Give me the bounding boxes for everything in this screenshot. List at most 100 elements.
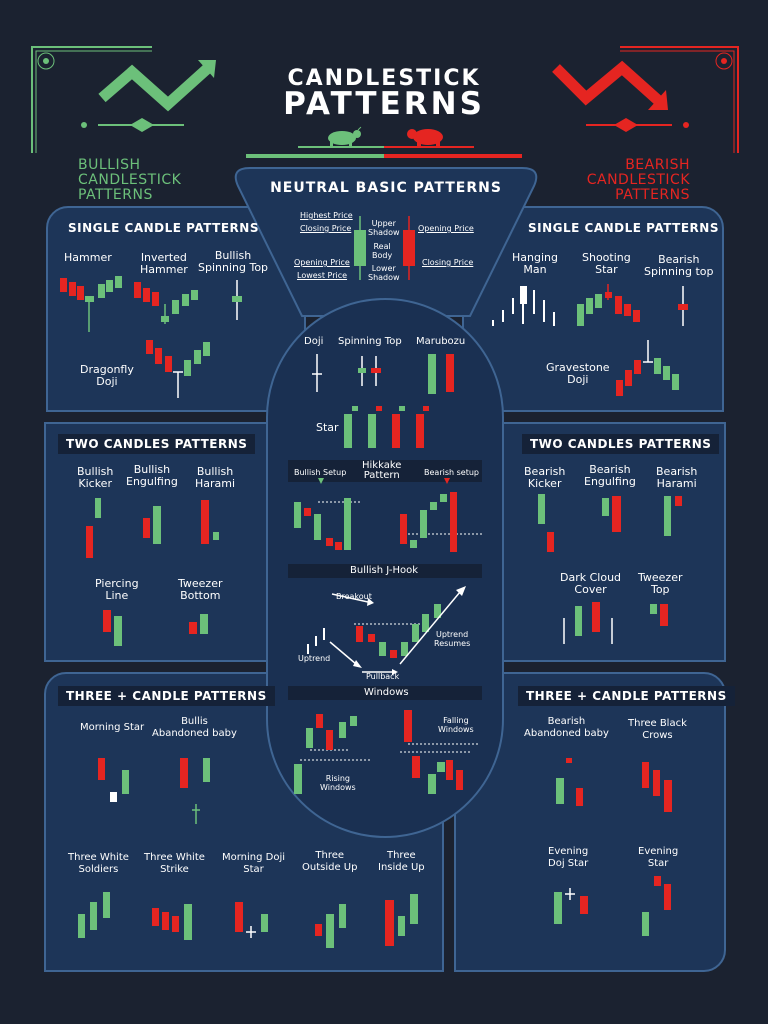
bullish-abandoned-baby-label: Bullis Abandoned baby <box>152 716 237 739</box>
opening-price-label-right: Opening Price <box>418 224 474 233</box>
morning-star-chart <box>98 758 129 802</box>
bearish-patterns-label: BEARISH CANDLESTICK PATTERNS <box>586 157 690 203</box>
star-chart <box>344 406 429 448</box>
bullish-corner-ornament <box>31 46 152 153</box>
bearish-spinning-top-label: Bearish Spinning top <box>644 253 714 278</box>
bullish-spinning-top-label: Bullish Spinning Top <box>198 249 269 274</box>
dragonfly-doji-label: Dragonfly Doji <box>80 363 134 388</box>
hikkake-title: Hikkake Pattern <box>362 460 402 481</box>
bullish-kicker-label: Bullish Kicker <box>77 465 114 490</box>
bull-bear-line-bottom-red <box>384 154 522 158</box>
bearish-engulfing-chart <box>602 496 621 532</box>
bullish-three-title: THREE + CANDLE PATTERNS <box>58 686 275 706</box>
shooting-star-label: Shooting Star <box>582 251 631 276</box>
falling-windows-chart <box>400 710 478 794</box>
breakout-label: Breakout <box>336 592 372 601</box>
tweezer-bottom-chart <box>189 614 208 634</box>
three-black-crows-label: Three Black Crows <box>628 718 687 741</box>
bearish-two-panel <box>500 422 726 662</box>
closing-price-label-left: Closing Price <box>300 224 352 233</box>
bearish-harami-chart <box>664 496 682 536</box>
closing-price-label-right: Closing Price <box>422 258 474 267</box>
three-outside-up-chart <box>315 904 346 948</box>
bullish-engulfing-chart <box>143 506 161 544</box>
bearish-harami-label: Bearish Harami <box>656 465 698 490</box>
three-white-strike-label: Three White Strike <box>144 852 205 875</box>
doji-label: Doji <box>304 336 324 347</box>
lower-shadow-label: Lower Shadow <box>368 264 400 282</box>
bull-bear-line-top <box>298 146 384 148</box>
bearish-kicker-label: Bearish Kicker <box>524 465 566 490</box>
real-body-label: Real Body <box>372 242 393 260</box>
three-inside-up-chart <box>385 894 418 946</box>
evening-doji-star-chart <box>554 888 588 924</box>
pullback-label: Pullback <box>366 672 400 681</box>
three-black-crows-chart <box>642 762 672 812</box>
bullish-harami-chart <box>201 500 219 544</box>
marubozu-label: Marubozu <box>416 336 466 347</box>
tweezer-bottom-label: Tweezer Bottom <box>178 577 223 602</box>
three-white-soldiers-chart <box>78 892 110 938</box>
bearish-engulfing-label: Bearish Engulfing <box>584 463 636 488</box>
rising-windows-chart <box>294 714 372 794</box>
title-line-2: PATTERNS <box>283 86 485 122</box>
shooting-star-chart <box>577 284 640 326</box>
jhook-chart <box>307 586 466 675</box>
morning-star-label: Morning Star <box>80 722 145 733</box>
uptrend-resumes-label: Uptrend Resumes <box>434 630 471 648</box>
gravestone-doji-label: Gravestone Doji <box>546 361 610 386</box>
bullish-divider-ornament <box>81 118 184 132</box>
three-inside-up-label: Three Inside Up <box>378 850 425 873</box>
gravestone-doji-chart <box>616 340 679 396</box>
windows-header-bar <box>288 686 482 700</box>
zigzag-up-arrow-icon <box>98 60 216 112</box>
three-outside-up-label: Three Outside Up <box>302 850 358 873</box>
jhook-title: Bullish J-Hook <box>350 565 419 576</box>
uptrend-label: Uptrend <box>298 654 331 663</box>
bullish-single-title: SINGLE CANDLE PATTERNS <box>68 221 259 235</box>
morning-doji-star-chart <box>235 902 268 938</box>
evening-star-label: Evening Star <box>638 846 679 869</box>
doji-chart <box>312 354 322 392</box>
zigzag-down-arrow-icon <box>552 60 668 110</box>
hanging-man-chart <box>492 286 555 326</box>
bearish-kicker-chart <box>538 494 554 552</box>
bearish-setup-label: Bearish setup <box>424 468 479 477</box>
title-line-1: CANDLESTICK <box>287 66 481 91</box>
evening-doji-star-label: Evening Doj Star <box>548 846 589 869</box>
bullish-harami-label: Bullish Harami <box>195 465 236 490</box>
dragonfly-doji-chart <box>146 340 210 398</box>
neutral-panel <box>234 167 538 317</box>
bearish-divider-ornament <box>586 118 689 132</box>
hammer-chart <box>60 276 122 332</box>
tweezer-top-label: Tweezer Top <box>638 571 683 596</box>
spinning-top-chart <box>358 356 381 386</box>
falling-windows-label: Falling Windows <box>438 716 474 734</box>
dark-cloud-cover-label: Dark Cloud Cover <box>560 571 622 596</box>
inverted-hammer-label: Inverted Hammer <box>140 251 188 276</box>
jhook-header-bar <box>288 564 482 578</box>
opening-price-label-left: Opening Price <box>294 258 350 267</box>
bull-icon <box>328 126 362 148</box>
bearish-single-title: SINGLE CANDLE PATTERNS <box>528 221 719 235</box>
piercing-line-chart <box>103 610 122 646</box>
hikkake-header-bar <box>288 460 482 482</box>
evening-star-chart <box>642 876 671 936</box>
bullish-spinning-top-chart <box>232 280 242 320</box>
hanging-man-label: Hanging Man <box>512 251 558 276</box>
bearish-corner-ornament <box>620 46 739 153</box>
bearish-abandoned-baby-chart <box>556 758 583 806</box>
windows-title: Windows <box>364 687 409 698</box>
hikkake-bullish-chart <box>294 478 362 550</box>
upper-shadow-label: Upper Shadow <box>368 219 400 237</box>
bullish-engulfing-label: Bullish Engulfing <box>126 463 178 488</box>
three-white-strike-chart <box>152 904 192 940</box>
bullish-two-title: TWO CANDLES PATTERNS <box>58 434 256 454</box>
dark-cloud-cover-chart <box>563 602 613 644</box>
bearish-three-title: THREE + CANDLE PATTERNS <box>518 686 735 706</box>
bull-bear-line-bottom <box>246 154 384 158</box>
bullish-setup-label: Bullish Setup <box>294 468 347 477</box>
lowest-price-label: Lowest Price <box>297 271 348 280</box>
neutral-title: NEUTRAL BASIC PATTERNS <box>270 180 502 196</box>
anatomy-candles <box>354 216 415 280</box>
